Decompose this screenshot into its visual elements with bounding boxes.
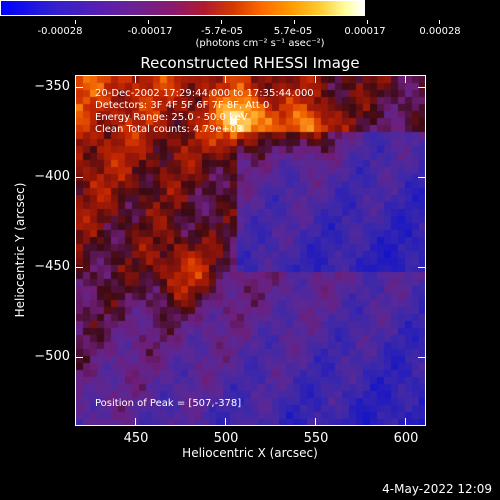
colorbar-tick <box>75 20 76 24</box>
x-tick-label: 550 <box>303 431 329 446</box>
colorbar <box>0 0 365 16</box>
plot-title: Reconstructed RHESSI Image <box>140 54 360 72</box>
time-range-label: 20-Dec-2002 17:29:44.000 to 17:35:44.000 <box>95 88 314 99</box>
y-tick <box>75 177 83 178</box>
y-tick-label: −500 <box>34 349 70 364</box>
colorbar-tick-label: -5.7e-05 <box>201 26 243 37</box>
y-tick <box>418 357 426 358</box>
colorbar-tick <box>294 20 295 24</box>
heatmap-image <box>75 75 426 426</box>
y-tick-label: −400 <box>34 169 70 184</box>
x-tick <box>315 75 316 83</box>
peak-position-label: Position of Peak = [507,-378] <box>95 398 242 409</box>
x-tick <box>135 418 136 426</box>
y-axis-title: Heliocentric Y (arcsec) <box>13 182 27 318</box>
x-tick-label: 600 <box>393 431 419 446</box>
colorbar-tick <box>367 20 368 24</box>
y-tick-label: −350 <box>34 79 70 94</box>
colorbar-tick <box>221 20 222 24</box>
algorithm-counts-label: Clean Total counts: 4.79e+03 <box>95 124 243 135</box>
x-tick <box>315 418 316 426</box>
x-tick <box>225 75 226 83</box>
x-tick-label: 450 <box>123 431 149 446</box>
y-tick <box>75 87 83 88</box>
x-axis-title: Heliocentric X (arcsec) <box>182 446 318 460</box>
colorbar-units: (photons cm⁻² s⁻¹ asec⁻²) <box>195 38 325 49</box>
colorbar-tick-label: 0.00017 <box>344 26 386 37</box>
y-tick <box>418 267 426 268</box>
colorbar-tick-label: -0.00028 <box>37 26 83 37</box>
energy-range-label: Energy Range: 25.0 - 50.0 keV <box>95 112 248 123</box>
plot-datestamp: 4-May-2022 12:09 <box>382 482 492 496</box>
colorbar-tick-label: 0.00028 <box>419 26 461 37</box>
heatmap-canvas <box>76 76 425 425</box>
x-tick <box>405 418 406 426</box>
y-tick <box>75 357 83 358</box>
x-tick <box>225 418 226 426</box>
y-tick <box>418 87 426 88</box>
y-tick <box>418 177 426 178</box>
colorbar-tick <box>148 20 149 24</box>
detectors-label: Detectors: 3F 4F 5F 6F 7F 8F, Att 0 <box>95 100 270 111</box>
x-tick <box>135 75 136 83</box>
y-tick <box>75 267 83 268</box>
colorbar-tick-label: -0.00017 <box>127 26 173 37</box>
y-tick-label: −450 <box>34 259 70 274</box>
x-tick-label: 500 <box>213 431 239 446</box>
colorbar-tick <box>439 20 440 24</box>
colorbar-tick-label: 5.7e-05 <box>273 26 313 37</box>
x-tick <box>405 75 406 83</box>
